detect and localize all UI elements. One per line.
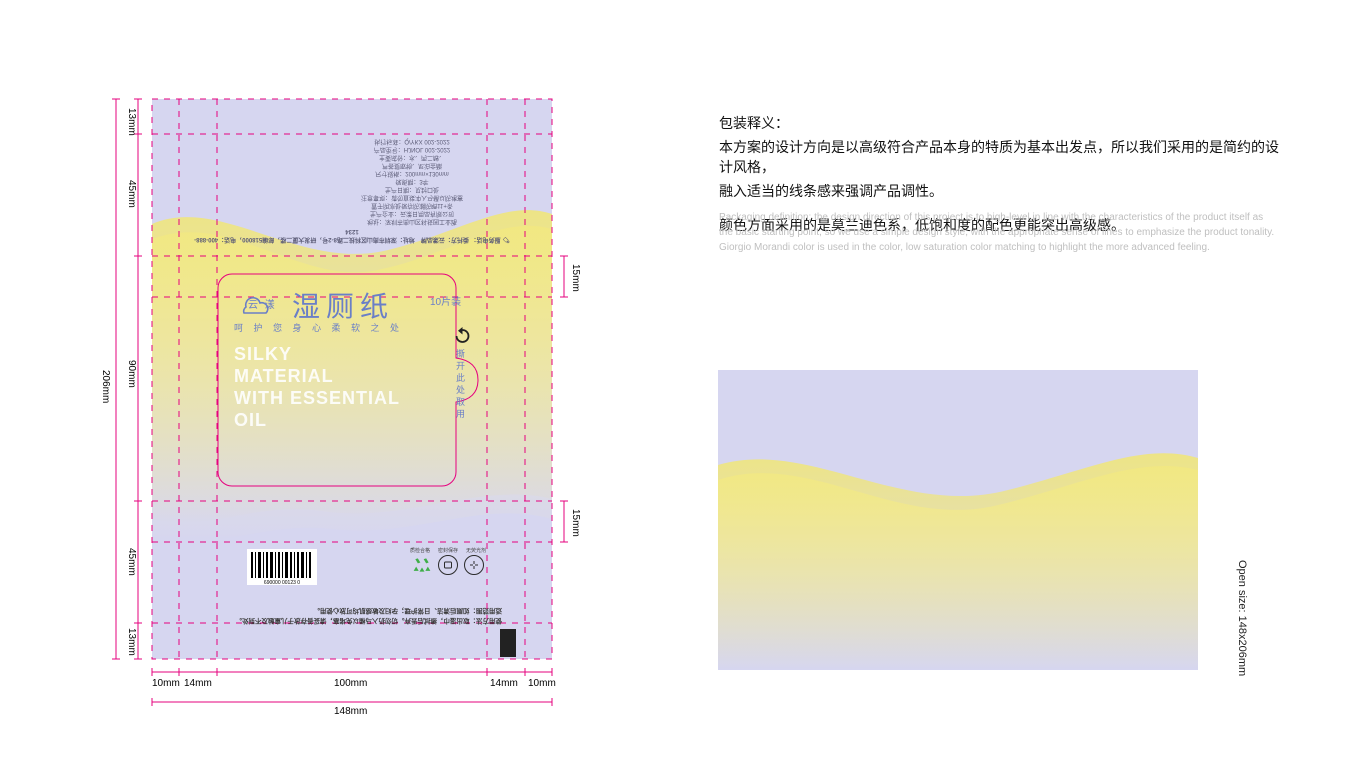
cert-icon-labels: 质检合格 密封保存 无荧光剂 bbox=[410, 547, 486, 554]
product-tagline: 呵 护 您 身 心 柔 软 之 处 bbox=[234, 321, 403, 334]
cert-icons-row bbox=[412, 555, 484, 575]
dim-h-4: 10mm bbox=[528, 678, 556, 689]
cn-p2: 融入适当的线条感来强调产品调性。 bbox=[719, 181, 1279, 201]
mfr-text: 委托方：云漾品牌 地址：深圳市南山区科技二路8-2号，研发大厦二楼，邮编5180… bbox=[194, 228, 469, 242]
spec-line: 注意事项：请勿直接冲入马桶以防堵塞 bbox=[361, 194, 463, 200]
pack-count: 10片装 bbox=[430, 293, 461, 308]
dim-h-2: 100mm bbox=[334, 678, 367, 689]
mfr-prefix: 🏷 服务电话： bbox=[471, 236, 510, 242]
dim-v-2: 90mm bbox=[126, 360, 137, 388]
product-title-cn: 湿厕纸 bbox=[292, 285, 394, 325]
spec-line: 保质期：3年 bbox=[395, 178, 428, 184]
cn-p1: 本方案的设计方向是以高级符合产品本身的特质为基本出发点，所以我们采用的是简约的设… bbox=[719, 137, 1279, 177]
seal-icon bbox=[438, 555, 458, 575]
cn-title: 包装释义： bbox=[719, 113, 1279, 133]
dim-v-0: 13mm bbox=[126, 108, 137, 136]
en-line: SILKY bbox=[234, 344, 292, 364]
dim-v-4: 13mm bbox=[126, 628, 137, 656]
cert-label: 密封保存 bbox=[438, 547, 458, 554]
dim-gusset-bot-label: 15mm bbox=[570, 509, 581, 537]
spec-line: 主要成份：水、丙二醇、 bbox=[379, 154, 445, 160]
no-fluorescence-icon bbox=[464, 555, 484, 575]
usage-text-flipped: 使用方法：取出湿巾，擦拭后丢弃。切勿扔入马桶以免堵塞，请妥善存放于儿童触及不到处… bbox=[202, 605, 502, 625]
spec-line: 芦荟提取物、尼泊金酯 bbox=[382, 162, 442, 168]
spec-line: 尺寸规格：200mm×130mm bbox=[375, 170, 449, 176]
en-line: MATERIAL bbox=[234, 366, 334, 386]
peel-here-label: 撕开此处取用 bbox=[454, 349, 467, 421]
manufacturer-line-flipped: 🏷 服务电话： 委托方：云漾品牌 地址：深圳市南山区科技二路8-2号，研发大厦二… bbox=[192, 227, 512, 243]
cert-label: 无荧光剂 bbox=[466, 547, 486, 554]
registration-mark bbox=[500, 629, 516, 657]
dim-v-3: 45mm bbox=[126, 548, 137, 576]
en-line: OIL bbox=[234, 410, 267, 430]
dim-h-1: 14mm bbox=[184, 678, 212, 689]
recycle-icon bbox=[412, 555, 432, 575]
packaging-dieline: 地址：深圳市南山区科技园工业路 生产企业：云漾日用品有限公司 置于阴凉处保存防潮… bbox=[152, 99, 552, 659]
usage-line: 使用方法：取出湿巾，擦拭后丢弃。切勿扔入马桶以免堵塞，请妥善存放于儿童触及不到处… bbox=[236, 617, 503, 624]
peel-arrow-icon bbox=[452, 327, 470, 345]
spec-line: 执行标准：Q/YKX 002-2022 bbox=[374, 138, 449, 144]
open-size-label: Open size: 148x206mm bbox=[1236, 560, 1248, 676]
dim-h-0: 10mm bbox=[152, 678, 180, 689]
barcode: 690000 00123 0 bbox=[247, 549, 317, 590]
en-line: WITH ESSENTIAL bbox=[234, 388, 400, 408]
dim-gusset-top-label: 15mm bbox=[570, 264, 581, 292]
brand-name: 云 漾 bbox=[248, 296, 277, 311]
spec-block-flipped: 地址：深圳市南山区科技园工业路 生产企业：云漾日用品有限公司 置于阴凉处保存防潮… bbox=[322, 137, 502, 225]
english-slogan: SILKY MATERIAL WITH ESSENTIAL OIL bbox=[234, 343, 400, 431]
cert-label: 质检合格 bbox=[410, 547, 430, 554]
dim-h-3: 14mm bbox=[490, 678, 518, 689]
spec-line: 生产企业：云漾日用品有限公司 bbox=[370, 210, 454, 216]
spec-line: 置于阴凉处保存防潮防晒11+条 bbox=[371, 202, 453, 208]
dim-h-total-label: 148mm bbox=[334, 706, 367, 717]
description-en: Packaging definition: the design directi… bbox=[719, 210, 1279, 255]
spec-line: 地址：深圳市南山区科技园工业路 bbox=[367, 218, 457, 224]
barcode-digits: 690000 00123 0 bbox=[264, 580, 300, 585]
dim-v-1: 45mm bbox=[126, 180, 137, 208]
color-preview bbox=[718, 370, 1198, 670]
brand-logo: 云 漾 bbox=[234, 289, 278, 318]
usage-line: 适用范围：如厕后清洁、日常护理；孕妇及敏感肌均可放心使用。 bbox=[314, 607, 503, 614]
spec-line: 产品型号：HJNOL 002-2022 bbox=[374, 146, 450, 152]
dim-v-total-label: 206mm bbox=[100, 370, 111, 403]
spec-line: 生产日期：见封口处 bbox=[385, 186, 439, 192]
